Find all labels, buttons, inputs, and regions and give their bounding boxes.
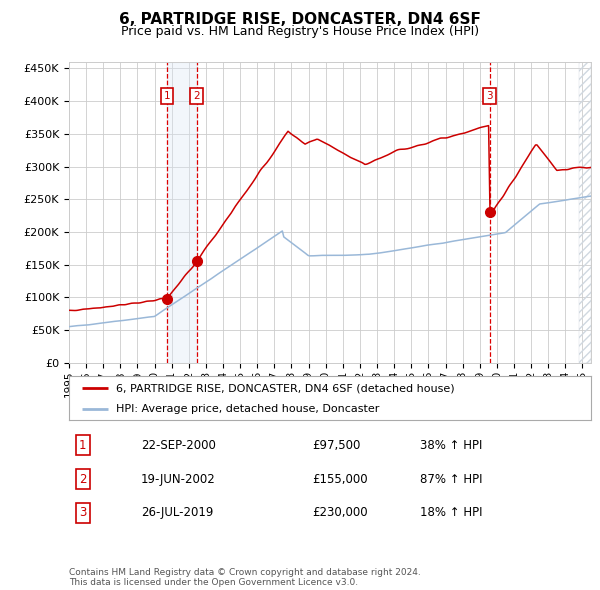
Text: £230,000: £230,000 [312,506,368,519]
Text: 18% ↑ HPI: 18% ↑ HPI [420,506,482,519]
Text: 1: 1 [79,439,86,452]
Text: 3: 3 [79,506,86,519]
Text: 2: 2 [193,91,200,101]
Text: £155,000: £155,000 [312,473,368,486]
Text: Price paid vs. HM Land Registry's House Price Index (HPI): Price paid vs. HM Land Registry's House … [121,25,479,38]
Text: 26-JUL-2019: 26-JUL-2019 [141,506,214,519]
Text: 6, PARTRIDGE RISE, DONCASTER, DN4 6SF (detached house): 6, PARTRIDGE RISE, DONCASTER, DN4 6SF (d… [116,384,455,393]
Text: 38% ↑ HPI: 38% ↑ HPI [420,439,482,452]
Text: £97,500: £97,500 [312,439,361,452]
Bar [167,62,197,363]
Text: 1: 1 [164,91,170,101]
Text: Contains HM Land Registry data © Crown copyright and database right 2024.
This d: Contains HM Land Registry data © Crown c… [69,568,421,587]
Text: 87% ↑ HPI: 87% ↑ HPI [420,473,482,486]
Text: 6, PARTRIDGE RISE, DONCASTER, DN4 6SF: 6, PARTRIDGE RISE, DONCASTER, DN4 6SF [119,12,481,27]
Text: 19-JUN-2002: 19-JUN-2002 [141,473,216,486]
Text: 2: 2 [79,473,86,486]
Text: 3: 3 [486,91,493,101]
Text: 22-SEP-2000: 22-SEP-2000 [141,439,216,452]
Text: HPI: Average price, detached house, Doncaster: HPI: Average price, detached house, Donc… [116,404,379,414]
